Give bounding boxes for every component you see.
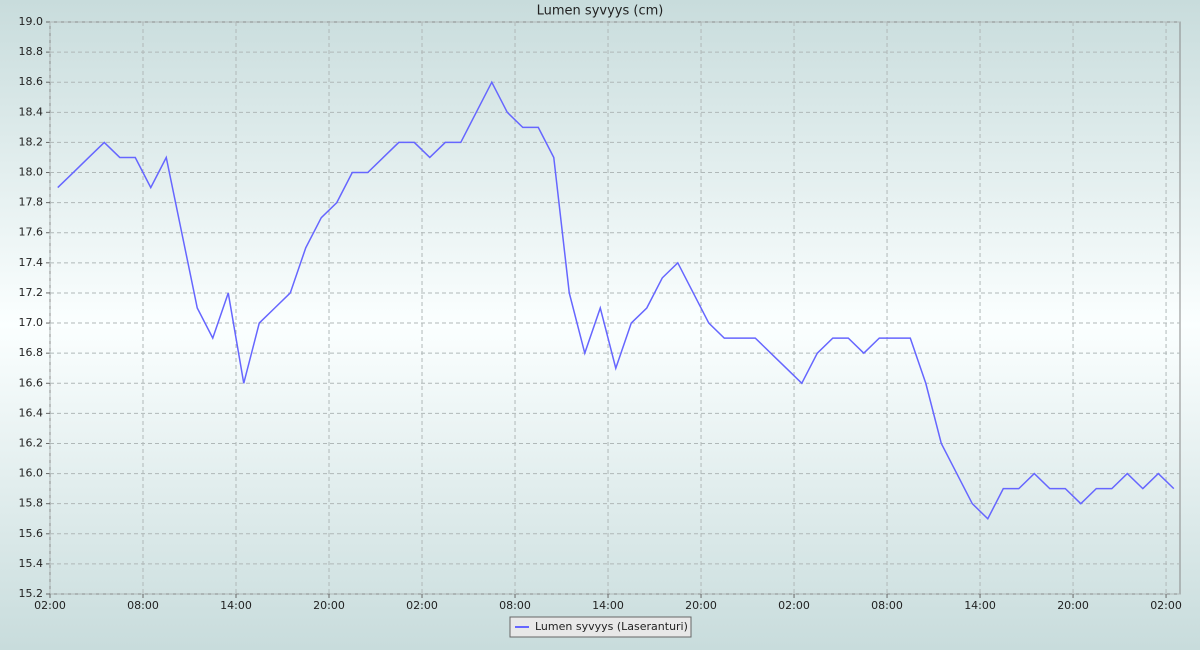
- y-tick-label: 18.4: [19, 105, 44, 118]
- y-tick-label: 17.6: [19, 226, 44, 239]
- x-tick-label: 02:00: [778, 599, 810, 612]
- y-tick-label: 17.8: [19, 196, 44, 209]
- y-tick-label: 18.6: [19, 75, 44, 88]
- x-tick-label: 20:00: [1057, 599, 1089, 612]
- legend-box: [509, 616, 692, 638]
- y-tick-label: 17.2: [19, 286, 44, 299]
- x-tick-label: 14:00: [964, 599, 996, 612]
- x-tick-label: 14:00: [220, 599, 252, 612]
- y-tick-label: 18.8: [19, 45, 44, 58]
- x-tick-label: 08:00: [499, 599, 531, 612]
- chart-title: Lumen syvyys (cm): [537, 4, 664, 19]
- y-tick-label: 18.0: [19, 166, 44, 179]
- y-tick-label: 16.0: [19, 467, 44, 480]
- y-tick-label: 15.6: [19, 527, 44, 540]
- legend-label: Lumen syvyys (Laseranturi): [535, 620, 688, 633]
- x-tick-label: 02:00: [1150, 599, 1182, 612]
- x-tick-label: 08:00: [871, 599, 903, 612]
- series-line: [57, 80, 1175, 520]
- legend: Lumen syvyys (Laseranturi): [509, 616, 692, 638]
- y-tick-label: 15.8: [19, 497, 44, 510]
- x-tick-label: 08:00: [127, 599, 159, 612]
- x-tick-label: 20:00: [313, 599, 345, 612]
- y-tick-label: 17.4: [19, 256, 44, 269]
- y-tick-label: 15.4: [19, 557, 44, 570]
- y-tick-label: 16.2: [19, 436, 44, 449]
- x-tick-label: 02:00: [34, 599, 66, 612]
- x-tick-label: 02:00: [406, 599, 438, 612]
- x-tick-label: 14:00: [592, 599, 624, 612]
- plot-frame: [49, 21, 1181, 595]
- y-tick-label: 16.4: [19, 406, 44, 419]
- y-tick-label: 17.0: [19, 316, 44, 329]
- y-tick-label: 15.2: [19, 587, 44, 600]
- y-tick-label: 16.8: [19, 346, 44, 359]
- y-tick-label: 19.0: [19, 15, 44, 28]
- y-tick-label: 16.6: [19, 376, 44, 389]
- y-tick-label: 18.2: [19, 135, 44, 148]
- x-tick-label: 20:00: [685, 599, 717, 612]
